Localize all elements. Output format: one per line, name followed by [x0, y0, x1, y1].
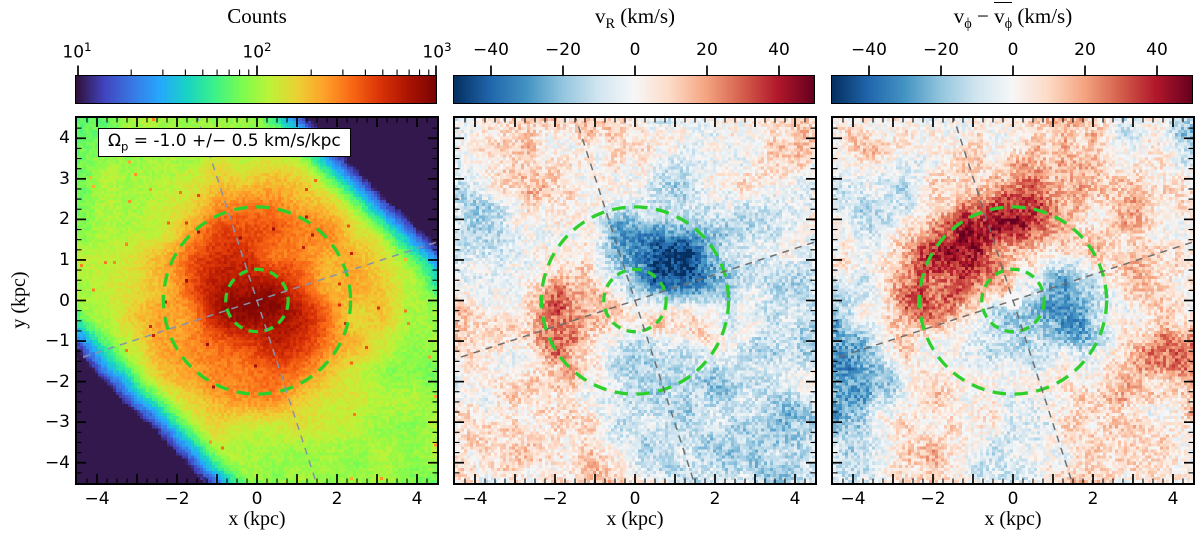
vphi-colorbar-ticks	[868, 65, 1158, 75]
vr-xticklabels: −4 −2 0 2 4	[455, 489, 815, 509]
colorbar-ticklabel: 20	[1074, 40, 1096, 60]
vphi-colorbar	[831, 75, 1193, 104]
colorbar-ticklabel: −20	[545, 40, 581, 60]
colorbar-ticklabel: 0	[1007, 40, 1019, 60]
vphi-title-sub1: ϕ	[964, 16, 972, 33]
y-ticklabel: −1	[44, 331, 70, 352]
colorbar-ticklabel: 102	[242, 40, 272, 63]
vphi-overlay	[833, 118, 1193, 483]
vr-colorbar	[453, 75, 815, 104]
crosshair-minor-axis	[196, 118, 318, 483]
panel-group-vphi: vϕ − vϕ (km/s) −40 −20 0 20 40 −4 −2 0 2 4 x (kp…	[831, 0, 1195, 539]
colorbar-ticklabel: 101	[62, 40, 92, 63]
vr-colorbar-ticks	[490, 65, 780, 75]
vphi-title-minus: −	[971, 4, 995, 28]
inner-radius-circle	[602, 267, 668, 334]
vphi-title-mean: vϕ	[994, 2, 1013, 32]
y-axis-label: y (kpc)	[8, 271, 30, 329]
y-ticklabel: −2	[44, 371, 70, 392]
crosshair-minor-axis	[574, 118, 696, 483]
inner-radius-circle	[980, 267, 1046, 334]
outer-radius-circle	[161, 205, 353, 396]
x-ticklabel: 0	[629, 489, 641, 509]
y-ticklabel: −4	[44, 452, 70, 473]
pattern-speed-annotation: Ωp = -1.0 +/− 0.5 km/s/kpc	[98, 128, 351, 158]
counts-xticklabels: −4 −2 0 2 4	[77, 489, 437, 509]
vr-overlay	[455, 118, 815, 483]
y-ticklabel: 2	[59, 209, 70, 230]
vphi-title-sub2: ϕ	[1004, 16, 1013, 33]
colorbar-ticklabel: 0	[629, 40, 641, 60]
counts-colorbar-gradient	[76, 76, 436, 103]
vr-colorbar-gradient	[454, 76, 814, 103]
colorbar-ticklabel: 20	[696, 40, 718, 60]
x-ticklabel: 2	[331, 489, 343, 509]
vr-title-v: v	[594, 4, 606, 28]
counts-colorbar-ticklabels: 101 102 103	[62, 40, 451, 63]
counts-title-text: Counts	[227, 4, 287, 28]
x-ticklabel: −4	[462, 489, 488, 509]
x-ticklabel: 4	[411, 489, 423, 509]
y-ticklabel: −3	[44, 412, 70, 433]
colorbar-ticklabel: 40	[768, 40, 790, 60]
counts-panel: Ωp = -1.0 +/− 0.5 km/s/kpc	[75, 116, 439, 485]
x-ticklabel: 4	[1167, 489, 1179, 509]
counts-xlabel: x (kpc)	[228, 508, 286, 530]
vr-title-sub: R	[605, 16, 615, 33]
x-ticklabel: 0	[251, 489, 263, 509]
vphi-xlabel: x (kpc)	[984, 508, 1042, 530]
x-ticklabel: −2	[920, 489, 946, 509]
x-ticklabel: 2	[709, 489, 721, 509]
x-ticklabel: −4	[84, 489, 110, 509]
outer-radius-circle	[539, 205, 731, 396]
vphi-title: vϕ − vϕ (km/s)	[833, 2, 1193, 37]
outer-radius-circle	[917, 205, 1109, 396]
vr-colorbar-ticklabels: −40 −20 0 20 40	[455, 40, 815, 62]
y-axis-ticklabels: 4 3 2 1 0 −1 −2 −3 −4	[30, 118, 70, 483]
x-ticklabel: 0	[1007, 489, 1019, 509]
annotation-value: = -1.0 +/− 0.5 km/s/kpc	[128, 131, 341, 151]
colorbar-ticklabel: −40	[851, 40, 887, 60]
y-ticklabel: 3	[59, 168, 70, 189]
vphi-title-units: (km/s)	[1012, 4, 1073, 28]
colorbar-ticklabel: −20	[923, 40, 959, 60]
vphi-colorbar-ticklabels: −40 −20 0 20 40	[833, 40, 1193, 62]
x-ticklabel: 2	[1087, 489, 1099, 509]
vr-title: vR (km/s)	[455, 3, 815, 37]
x-ticklabel: −4	[840, 489, 866, 509]
crosshair-minor-axis	[952, 118, 1074, 483]
panel-group-vr: vR (km/s) −40 −20 0 20 40 −4 −2 0 2 4 x (kpc)	[453, 0, 817, 539]
colorbar-ticklabel: −40	[473, 40, 509, 60]
x-ticklabel: 4	[789, 489, 801, 509]
counts-colorbar-ticks	[77, 65, 437, 75]
y-ticklabel: 4	[59, 128, 70, 149]
counts-title: Counts	[77, 3, 437, 29]
colorbar-ticklabel: 103	[422, 40, 452, 63]
counts-overlay	[77, 118, 437, 483]
vr-xlabel: x (kpc)	[606, 508, 664, 530]
y-ticklabel: 1	[59, 249, 70, 270]
vphi-title-v1: v	[953, 4, 965, 28]
x-ticklabel: −2	[542, 489, 568, 509]
vphi-colorbar-gradient	[832, 76, 1192, 103]
inner-radius-circle	[224, 267, 290, 334]
vr-panel	[453, 116, 817, 485]
y-ticklabel: 0	[59, 290, 70, 311]
omega-subscript: p	[121, 139, 129, 154]
vphi-xticklabels: −4 −2 0 2 4	[833, 489, 1193, 509]
x-ticklabel: −2	[164, 489, 190, 509]
vr-title-units: (km/s)	[614, 4, 676, 28]
vphi-panel	[831, 116, 1195, 485]
omega-symbol: Ω	[108, 131, 121, 151]
vphi-title-v2: v	[994, 4, 1005, 28]
panel-group-counts: Counts 101 102 103 Ωp = -1.0 +/− 0.5 km/s/…	[62, 0, 451, 539]
colorbar-ticklabel: 40	[1146, 40, 1168, 60]
counts-colorbar	[75, 75, 437, 104]
